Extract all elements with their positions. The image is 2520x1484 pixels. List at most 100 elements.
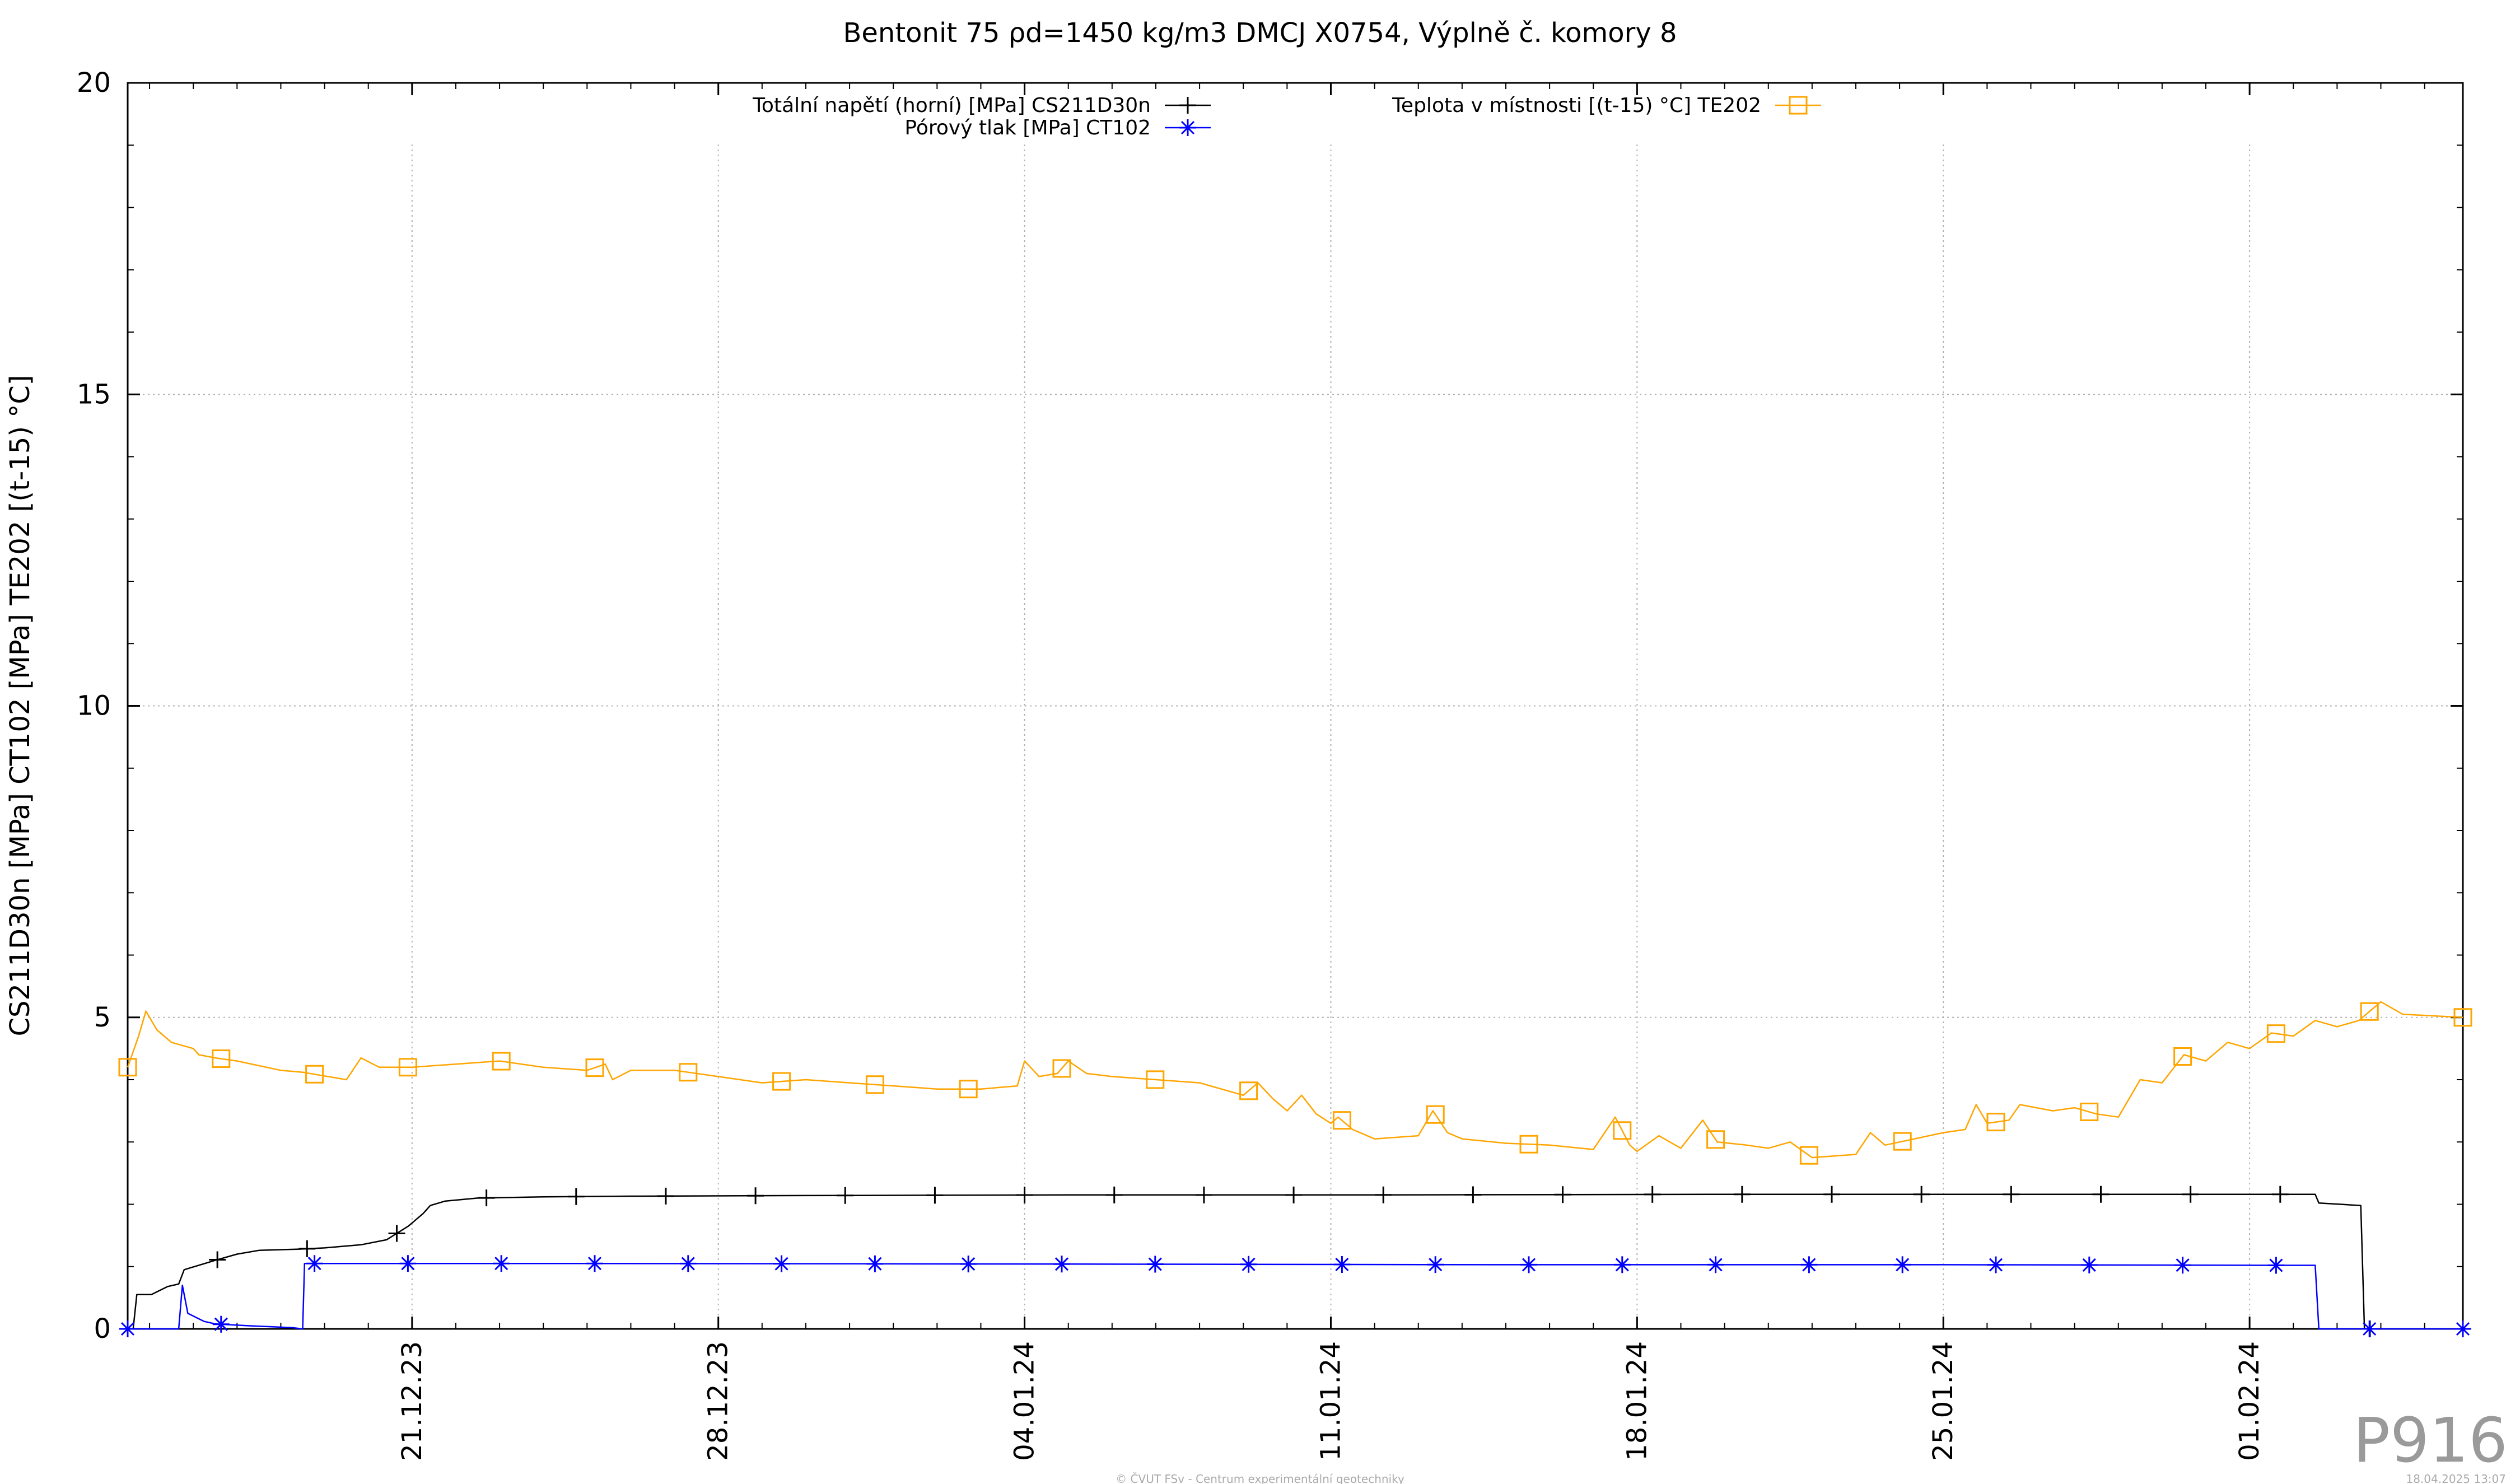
square-marker	[398, 1058, 417, 1077]
plus-marker	[2271, 1186, 2289, 1203]
square-marker	[2080, 1103, 2099, 1122]
star-marker	[1800, 1256, 1818, 1273]
star-marker	[960, 1256, 977, 1273]
plus-marker	[1554, 1186, 1571, 1203]
y-tick-label: 0	[94, 1313, 111, 1345]
axis-ticks: 0 5 10 15 20 21.12.23 28.12.23 04.01.24 11.01.24…	[77, 67, 2463, 1461]
square-marker	[1613, 1121, 1632, 1140]
series-line	[128, 1193, 2370, 1330]
square-marker	[772, 1072, 791, 1091]
star-marker	[2454, 1320, 2471, 1337]
plot-frame	[127, 82, 2464, 1330]
plus-marker	[1823, 1186, 1841, 1203]
plus-marker	[837, 1187, 854, 1204]
star-marker	[1894, 1256, 1911, 1273]
plus-marker	[2003, 1186, 2020, 1203]
square-marker	[1789, 96, 1808, 115]
square-marker	[1706, 1130, 1725, 1149]
y-tick-label: 10	[77, 690, 111, 722]
star-marker	[493, 1255, 510, 1272]
square-marker	[1239, 1081, 1258, 1100]
star-marker	[1707, 1256, 1724, 1273]
star-marker	[1427, 1256, 1444, 1273]
square-marker	[212, 1049, 231, 1068]
star-marker	[1613, 1256, 1631, 1273]
star-marker	[679, 1255, 697, 1272]
plus-marker	[657, 1187, 674, 1205]
y-tick-label: 20	[77, 67, 111, 99]
star-marker	[586, 1255, 603, 1272]
footer-timestamp: 18.04.2025 13:07	[2406, 1472, 2506, 1484]
square-marker	[1146, 1070, 1165, 1089]
plus-marker	[1913, 1186, 1930, 1203]
plus-marker	[1464, 1186, 1482, 1203]
star-marker	[212, 1315, 230, 1333]
y-tick-label: 15	[77, 379, 111, 410]
square-marker	[1893, 1132, 1912, 1151]
star-marker	[1240, 1256, 1257, 1273]
star-marker	[1053, 1256, 1070, 1273]
legend-label: Teplota v místnosti [(t-15) °C] TE202	[1392, 94, 1761, 117]
plus-marker	[388, 1225, 405, 1242]
x-tick-label: 18.01.24	[1621, 1341, 1653, 1461]
legend-label: Pórový tlak [MPa] CT102	[904, 116, 1151, 139]
square-marker	[1052, 1059, 1071, 1078]
square-marker	[1986, 1113, 2005, 1132]
square-marker	[679, 1063, 698, 1082]
star-marker	[119, 1320, 136, 1337]
plus-marker	[1644, 1186, 1661, 1203]
plus-marker	[1285, 1186, 1303, 1203]
square-marker	[959, 1080, 978, 1099]
plus-marker	[2092, 1186, 2110, 1203]
square-marker	[118, 1058, 137, 1077]
series-star	[119, 1255, 2471, 1337]
grid	[128, 144, 2463, 1329]
star-marker	[1179, 119, 1196, 136]
plus-marker	[298, 1240, 316, 1257]
watermark: P916	[2353, 1404, 2508, 1476]
star-marker	[773, 1255, 790, 1272]
series-line	[127, 1001, 2463, 1159]
plus-marker	[1375, 1186, 1392, 1203]
plus-marker	[478, 1189, 495, 1207]
square-marker	[2453, 1008, 2472, 1027]
square-marker	[1426, 1105, 1445, 1124]
plus-marker	[747, 1187, 764, 1205]
plus-marker	[926, 1187, 944, 1204]
square-marker	[1332, 1111, 1351, 1130]
square-marker	[2173, 1047, 2192, 1066]
plus-marker	[2182, 1186, 2199, 1203]
star-marker	[2267, 1257, 2285, 1274]
plus-marker	[1105, 1186, 1123, 1203]
plus-marker	[1179, 97, 1196, 114]
plus-marker	[209, 1251, 226, 1268]
star-marker	[2174, 1257, 2191, 1274]
square-marker	[865, 1075, 884, 1094]
star-marker	[1520, 1256, 1537, 1273]
star-marker	[1333, 1256, 1351, 1273]
series	[118, 1001, 2472, 1337]
x-tick-label: 01.02.24	[2234, 1341, 2265, 1461]
footer-credit: © ČVUT FSv - Centrum experimentální geot…	[1116, 1472, 1404, 1484]
plus-marker	[567, 1188, 585, 1205]
star-marker	[306, 1255, 323, 1272]
square-marker	[2266, 1024, 2285, 1043]
square-marker	[1519, 1135, 1538, 1154]
star-marker	[866, 1255, 884, 1272]
x-tick-label: 28.12.23	[703, 1341, 734, 1461]
square-marker	[2360, 1002, 2379, 1021]
star-marker	[1146, 1256, 1164, 1273]
square-marker	[305, 1065, 324, 1084]
plus-marker	[1733, 1186, 1751, 1203]
x-tick-label: 25.01.24	[1928, 1341, 1959, 1461]
legend-label: Totální napětí (horní) [MPa] CS211D30n	[752, 94, 1151, 117]
plus-marker	[1195, 1186, 1212, 1203]
square-marker	[1799, 1146, 1818, 1165]
star-marker	[1987, 1256, 2004, 1273]
x-tick-label: 11.01.24	[1315, 1341, 1346, 1461]
star-marker	[2080, 1256, 2098, 1273]
y-axis-label: CS211D30n [MPa] CT102 [MPa] TE202 [(t-15…	[4, 375, 36, 1036]
x-tick-label: 04.01.24	[1009, 1341, 1040, 1461]
square-marker	[492, 1052, 511, 1071]
